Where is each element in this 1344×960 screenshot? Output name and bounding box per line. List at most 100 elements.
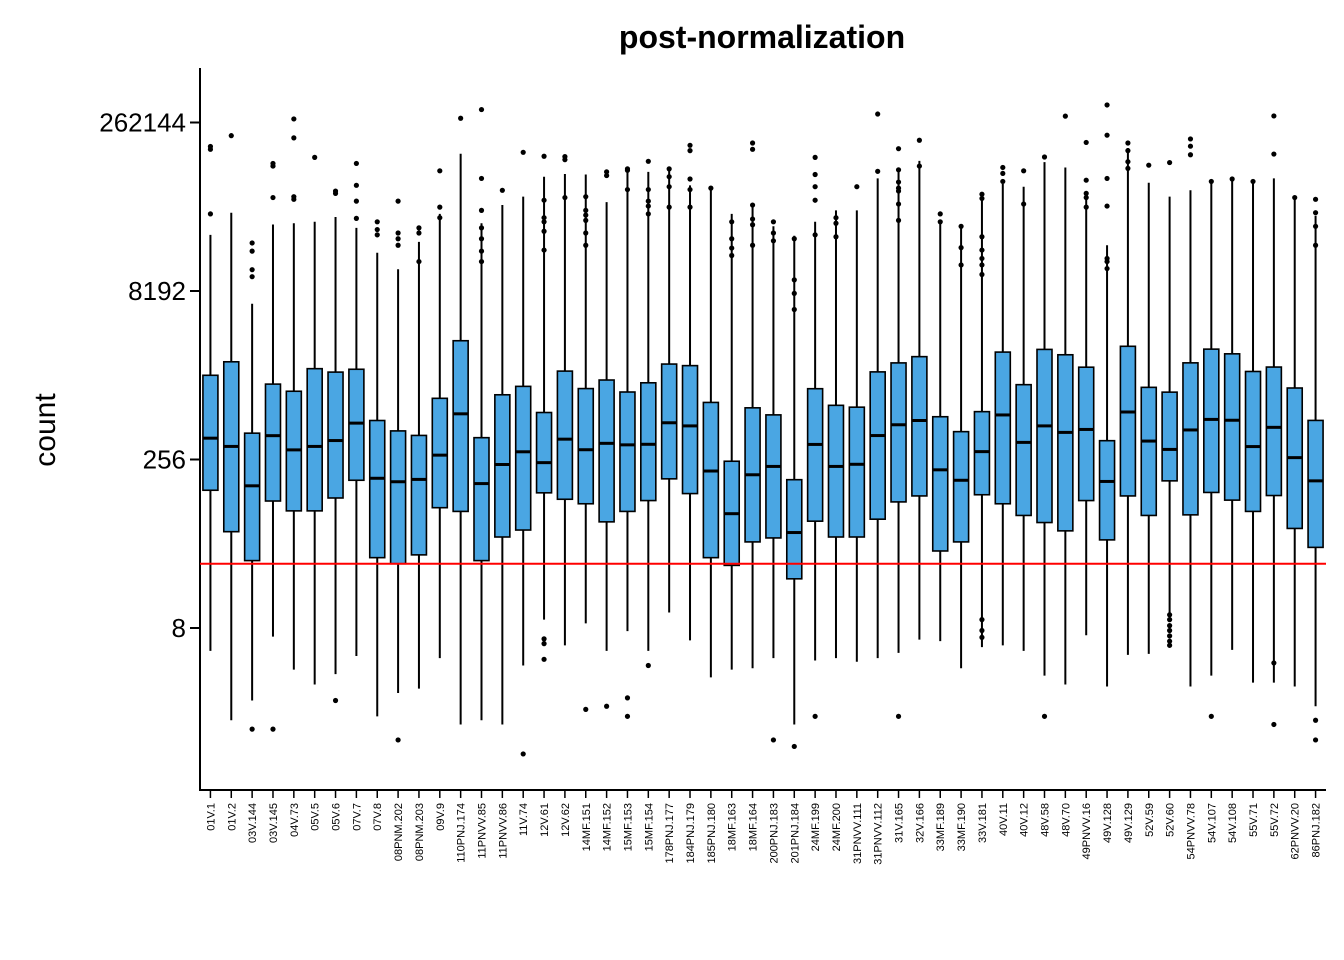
x-tick-label: 49V.128 (1102, 803, 1114, 843)
x-tick-label: 86PNJ.182 (1311, 803, 1323, 857)
box-group (222, 133, 240, 721)
outlier-point (207, 143, 214, 150)
outlier-point (249, 248, 255, 254)
outlier-point (645, 186, 651, 193)
outlier-point (1167, 612, 1173, 618)
box-group (1036, 154, 1053, 719)
outlier-point (645, 198, 651, 204)
outlier-point (687, 142, 693, 148)
box-group (494, 187, 511, 725)
x-tick-label: 15MF.154 (643, 803, 655, 851)
x-tick-label: 31PNVV.112 (873, 803, 885, 865)
outlier-point (666, 204, 672, 210)
outlier-point (1250, 178, 1256, 185)
outlier-point (374, 232, 380, 238)
box-group (994, 164, 1012, 646)
outlier-point (604, 172, 610, 179)
outlier-point (583, 706, 589, 712)
x-tick-label: 07V.7 (351, 803, 363, 831)
outlier-point (812, 154, 818, 160)
x-tick-label: 49V.129 (1123, 803, 1135, 843)
box (306, 367, 323, 512)
box (535, 411, 553, 494)
outlier-point (1312, 196, 1319, 202)
outlier-point (1104, 132, 1110, 138)
outlier-point (249, 267, 255, 273)
box-group (348, 160, 365, 656)
outlier-point (833, 234, 839, 240)
box-group (514, 149, 532, 757)
box-group (431, 168, 449, 659)
outlier-point (541, 656, 547, 662)
box (1140, 386, 1158, 517)
x-tick-label: 54V.107 (1206, 803, 1218, 843)
outlier-point (791, 743, 797, 750)
outlier-point (749, 146, 756, 152)
outlier-point (520, 751, 526, 757)
outlier-point (437, 168, 443, 174)
outlier-point (770, 238, 777, 244)
box-group (368, 219, 386, 717)
box (640, 381, 657, 502)
outlier-point (478, 207, 485, 213)
outlier-point (687, 176, 693, 182)
box-group (619, 166, 636, 719)
x-tick-label: 12V.61 (539, 803, 551, 837)
outlier-point (478, 258, 485, 265)
outlier-point (812, 232, 818, 238)
outlier-point (562, 194, 568, 201)
outlier-point (291, 135, 297, 141)
outlier-point (854, 184, 860, 190)
outlier-point (332, 697, 339, 704)
box (410, 434, 428, 556)
outlier-point (1041, 713, 1048, 719)
box-group (723, 213, 741, 670)
outlier-point (1167, 642, 1173, 648)
outlier-point (979, 255, 985, 262)
outlier-point (645, 211, 651, 217)
outlier-point (979, 262, 985, 268)
outlier-point (395, 230, 401, 236)
outlier-point (833, 220, 839, 226)
outlier-point (687, 204, 693, 210)
x-tick-label: 31PNVV.111 (852, 803, 864, 864)
outlier-point (749, 242, 756, 248)
x-tick-label: 03V.145 (268, 803, 280, 843)
outlier-point (1125, 148, 1131, 154)
outlier-point (812, 197, 818, 203)
box-group (681, 142, 699, 641)
x-tick-label: 54PNVV.78 (1185, 803, 1197, 859)
box (327, 371, 344, 499)
outlier-point (270, 726, 276, 732)
outlier-point (583, 230, 589, 236)
x-tick-label: 52V.60 (1165, 803, 1177, 837)
box-group (1223, 176, 1241, 650)
outlier-point (687, 186, 693, 193)
outlier-point (478, 248, 485, 254)
outlier-point (895, 179, 902, 185)
box-group (473, 106, 490, 721)
outlier-point (833, 215, 839, 221)
box (1244, 370, 1262, 513)
box-group (869, 111, 886, 659)
box-group (1203, 178, 1220, 719)
box (911, 355, 928, 497)
outlier-point (895, 146, 902, 152)
outlier-point (1125, 140, 1131, 146)
box-group (577, 174, 595, 712)
outlier-point (624, 713, 631, 719)
box (243, 432, 261, 562)
outlier-point (770, 230, 777, 236)
outlier-point (499, 187, 505, 193)
x-tick-label: 18MF.163 (727, 803, 739, 851)
outlier-point (1000, 164, 1006, 171)
outlier-point (1271, 113, 1277, 119)
x-tick-label: 11V.74 (518, 803, 530, 836)
box-group (285, 116, 303, 670)
outlier-point (958, 245, 964, 251)
outlier-point (749, 202, 756, 208)
outlier-point (395, 242, 401, 248)
outlier-point (645, 203, 651, 209)
outlier-point (749, 140, 756, 146)
outlier-point (1104, 265, 1110, 272)
